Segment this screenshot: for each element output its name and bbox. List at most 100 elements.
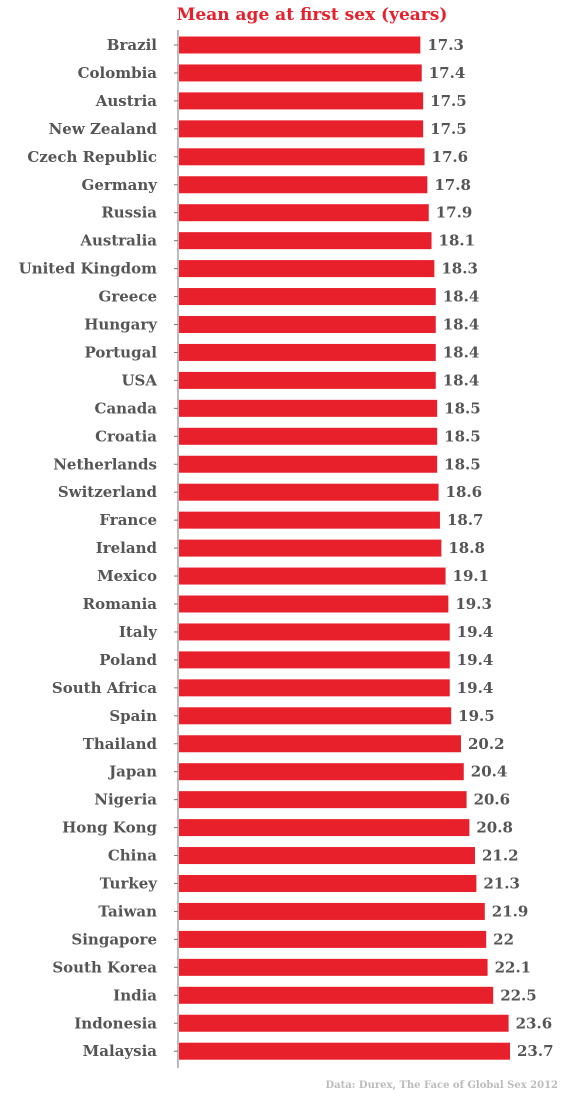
category-label: South Korea xyxy=(52,958,157,976)
value-label: 19.3 xyxy=(455,595,492,613)
bar xyxy=(179,930,487,948)
category-label: Ireland xyxy=(96,539,158,557)
value-label: 20.4 xyxy=(471,763,508,781)
category-label: Spain xyxy=(109,707,157,725)
category-label: Thailand xyxy=(83,735,158,753)
bar xyxy=(179,64,422,82)
bar xyxy=(179,483,439,501)
category-label: Greece xyxy=(99,288,157,306)
category-label: Switzerland xyxy=(58,483,158,501)
category-label: Poland xyxy=(99,651,157,669)
value-label: 20.8 xyxy=(476,819,513,837)
category-label: Germany xyxy=(82,176,159,194)
category-label: Colombia xyxy=(78,64,158,82)
value-label: 21.2 xyxy=(482,847,519,865)
value-label: 18.8 xyxy=(448,539,485,557)
bar xyxy=(179,595,449,613)
bar xyxy=(179,36,421,54)
category-label: Singapore xyxy=(71,930,157,948)
category-label: Russia xyxy=(101,204,157,222)
bar xyxy=(179,902,485,920)
bar xyxy=(179,707,452,725)
bar xyxy=(179,427,438,445)
bar xyxy=(179,539,442,557)
category-label: Czech Republic xyxy=(27,148,157,166)
category-label: New Zealand xyxy=(49,120,158,138)
value-label: 19.4 xyxy=(457,651,494,669)
bar xyxy=(179,399,438,417)
bar xyxy=(179,232,432,250)
bar xyxy=(179,176,428,194)
category-label: Canada xyxy=(95,399,158,417)
bar xyxy=(179,567,446,585)
value-label: 19.4 xyxy=(457,623,494,641)
category-label: Nigeria xyxy=(94,791,157,809)
category-label: China xyxy=(108,847,157,865)
value-label: 18.4 xyxy=(443,371,480,389)
bar xyxy=(179,958,488,976)
value-label: 17.5 xyxy=(430,120,467,138)
value-label: 19.1 xyxy=(453,567,490,585)
value-label: 20.6 xyxy=(474,791,511,809)
category-label: Brazil xyxy=(107,36,158,54)
bar xyxy=(179,651,450,669)
category-label: Turkey xyxy=(100,875,159,893)
value-label: 20.2 xyxy=(468,735,505,753)
bar xyxy=(179,623,450,641)
category-label: Malaysia xyxy=(83,1042,158,1060)
value-label: 18.5 xyxy=(444,427,481,445)
value-label: 18.4 xyxy=(443,316,480,334)
category-label: Japan xyxy=(107,763,157,781)
value-label: 18.6 xyxy=(446,483,483,501)
chart-title: Mean age at first sex (years) xyxy=(176,5,448,25)
value-label: 21.9 xyxy=(492,902,529,920)
bar xyxy=(179,819,470,837)
category-label: Mexico xyxy=(97,567,157,585)
value-label: 18.7 xyxy=(447,511,484,529)
value-label: 19.5 xyxy=(458,707,495,725)
value-label: 23.6 xyxy=(516,1014,553,1032)
bar xyxy=(179,1042,510,1060)
value-label: 23.7 xyxy=(517,1042,554,1060)
bar xyxy=(179,735,461,753)
bar xyxy=(179,1014,509,1032)
category-label: India xyxy=(113,986,157,1004)
value-label: 17.8 xyxy=(434,176,471,194)
value-label: 22.1 xyxy=(495,958,532,976)
bar xyxy=(179,343,436,361)
value-label: 18.4 xyxy=(443,343,480,361)
value-label: 17.9 xyxy=(436,204,473,222)
category-label: South Africa xyxy=(52,679,157,697)
value-label: 17.3 xyxy=(427,36,464,54)
category-label: USA xyxy=(121,371,157,389)
bar xyxy=(179,260,435,278)
bar xyxy=(179,455,438,473)
value-label: 17.5 xyxy=(430,92,467,110)
category-label: Netherlands xyxy=(53,455,157,473)
value-label: 18.5 xyxy=(444,455,481,473)
category-label: Hungary xyxy=(84,316,158,334)
category-label: Indonesia xyxy=(74,1014,157,1032)
category-label: Portugal xyxy=(84,343,157,361)
bar xyxy=(179,875,477,892)
value-label: 18.4 xyxy=(443,288,480,306)
value-label: 22.5 xyxy=(500,986,537,1004)
value-label: 18.5 xyxy=(444,399,481,417)
value-label: 21.3 xyxy=(483,875,520,893)
value-label: 18.1 xyxy=(439,232,476,250)
category-label: Hong Kong xyxy=(62,819,157,837)
bar xyxy=(179,763,464,781)
category-label: Australia xyxy=(79,232,157,250)
bar xyxy=(179,204,429,222)
value-label: 18.3 xyxy=(441,260,478,278)
category-label: France xyxy=(99,511,157,529)
bar xyxy=(179,92,424,110)
value-label: 17.6 xyxy=(432,148,469,166)
source-note: Data: Durex, The Face of Global Sex 2012 xyxy=(325,1080,558,1091)
category-label: United Kingdom xyxy=(19,260,157,278)
bar xyxy=(179,120,424,138)
value-label: 19.4 xyxy=(457,679,494,697)
bar xyxy=(179,791,467,809)
bar xyxy=(179,316,436,333)
